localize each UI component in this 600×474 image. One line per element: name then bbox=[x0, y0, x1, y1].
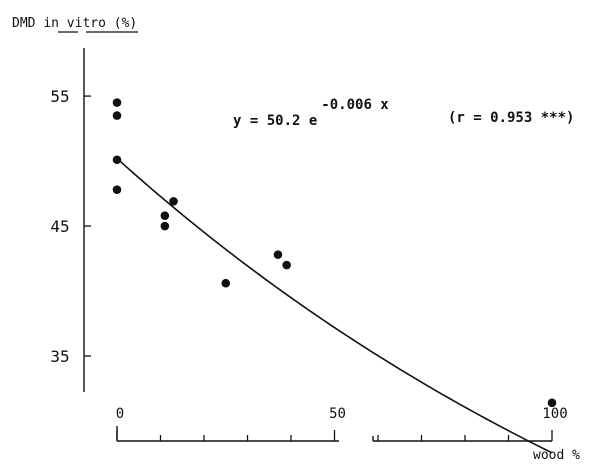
fit-equation-exponent: -0.006 x bbox=[321, 97, 389, 113]
points-layer bbox=[112, 98, 557, 408]
fit-r-value: (r = 0.953 ***) bbox=[448, 110, 574, 126]
data-point-10 bbox=[547, 398, 557, 408]
x-tick-label-0: 0 bbox=[116, 406, 124, 422]
y-axis-title: DMD in vitro (%) bbox=[12, 16, 137, 31]
data-point-2 bbox=[112, 155, 122, 165]
fit-curve bbox=[116, 157, 553, 454]
data-point-1 bbox=[112, 111, 122, 120]
data-point-4 bbox=[160, 211, 170, 220]
fit-equation: y = 50.2 e-0.006 x bbox=[233, 97, 389, 129]
y-tick-label-2: 35 bbox=[50, 347, 69, 366]
y-tick-label-0: 55 bbox=[50, 87, 69, 106]
y-axis-title-in: in bbox=[43, 16, 59, 31]
data-point-3 bbox=[112, 185, 122, 194]
y-tick-label-1: 45 bbox=[50, 217, 69, 236]
x-axis-title: wood % bbox=[533, 448, 580, 463]
data-point-7 bbox=[221, 278, 231, 288]
y-axis-title-vitro: vitro bbox=[67, 16, 106, 31]
data-point-8 bbox=[273, 250, 283, 259]
data-point-5 bbox=[160, 221, 170, 231]
x-tick-label-2: 100 bbox=[542, 406, 567, 422]
data-point-6 bbox=[169, 197, 178, 206]
data-point-0 bbox=[112, 98, 122, 107]
y-ticks: 55 45 35 bbox=[50, 87, 91, 366]
x-ticks: 0 50 100 bbox=[116, 406, 568, 441]
fit-layer bbox=[116, 157, 553, 454]
x-tick-label-1: 50 bbox=[329, 406, 346, 422]
data-point-9 bbox=[282, 260, 291, 270]
